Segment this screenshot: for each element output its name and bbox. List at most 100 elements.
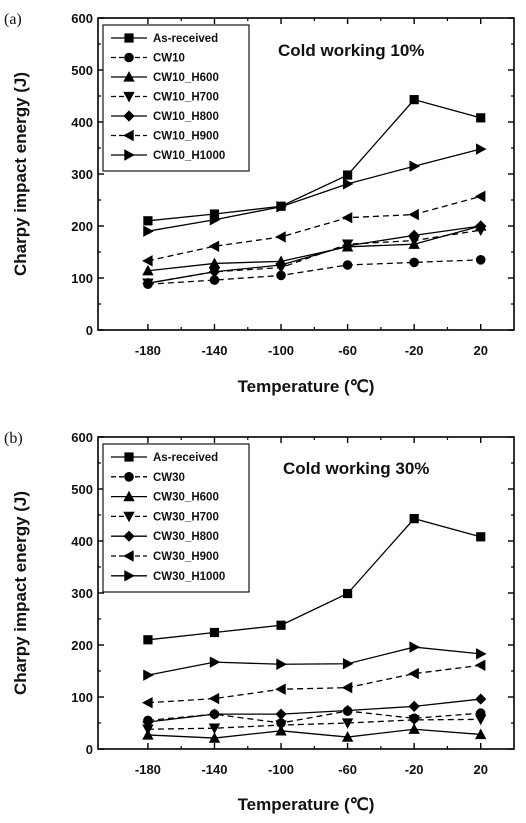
- panel-b-data-point: [341, 731, 354, 742]
- panel-a-y-tick-label: 400: [71, 115, 93, 130]
- panel-b-y-tick-label: 100: [71, 690, 93, 705]
- panel-b-data-point: [276, 620, 286, 630]
- panel-b-data-point: [275, 683, 286, 695]
- panel-b-data-point: [208, 723, 221, 735]
- panel-a-y-axis-title: Charpy impact energy (J): [11, 72, 30, 276]
- panel-a-series-line: [147, 98, 481, 222]
- panel-a-series-cw10: [143, 254, 486, 290]
- panel-b-data-point: [275, 708, 287, 720]
- panel-a-legend-marker: [123, 71, 135, 82]
- panel-a-legend-label: CW10_H900: [153, 131, 219, 143]
- panel-b-legend: As-received CW30 CW30_H600 CW30_H700 CW30_H8…: [102, 443, 250, 593]
- panel-b-legend-marker: [123, 490, 135, 502]
- panel-a-data-point: [275, 231, 286, 243]
- panel-b: 0 100 200 300 400 500 600 -180 -140 -100 -60 -20 20 T…: [4, 430, 515, 814]
- panel-b-series-line: [147, 664, 481, 704]
- panel-b-legend-marker: [124, 452, 134, 462]
- panel-a-legend-marker: [124, 52, 134, 63]
- panel-b-series-line: [147, 718, 481, 730]
- panel-b-series-cw30-h700: [142, 714, 487, 736]
- panel-a-y-tick-label: 600: [71, 11, 93, 26]
- panel-b-label: (b): [4, 430, 23, 447]
- panel-b-data-point: [475, 693, 487, 705]
- panel-a-series-cw10-h1000: [143, 143, 487, 237]
- panel-b-data-point: [275, 720, 287, 731]
- panel-a-legend-marker: [124, 33, 134, 43]
- panel-a-legend-label: CW10: [153, 53, 185, 65]
- panel-b-data-point: [341, 704, 354, 717]
- panel-a-data-point: [342, 260, 353, 270]
- panel-a-legend-label: CW10_H600: [153, 72, 219, 84]
- panel-b-y-tick-label: 0: [86, 742, 93, 757]
- panel-a-data-point: [409, 257, 419, 268]
- panel-a-legend-marker: [123, 129, 134, 142]
- panel-a-data-point: [142, 255, 153, 267]
- panel-a-series-line: [147, 195, 481, 262]
- panel-a-data-point: [341, 211, 353, 224]
- panel-a-y-tick-label: 500: [71, 63, 93, 78]
- panel-b-legend-marker: [123, 511, 135, 523]
- panel-b-series-line: [147, 728, 481, 739]
- panel-a: 0 100 200 300 400 500 600 -180 -140 -100 -60 -20 20 T…: [4, 11, 515, 396]
- panel-a-series-cw10-h700: [142, 225, 487, 290]
- panel-b-legend-label: As-received: [153, 452, 218, 464]
- panel-a-data-point: [476, 143, 487, 155]
- panel-b-data-point: [342, 588, 353, 599]
- panel-b-data-point: [142, 697, 153, 709]
- panel-a-data-point: [341, 240, 354, 252]
- panel-b-legend-label: CW30_H1000: [153, 571, 225, 583]
- panel-b-data-point: [476, 532, 486, 542]
- panel-b-data-point: [476, 648, 487, 660]
- panel-b-series-cw30-h1000: [143, 641, 487, 681]
- panel-a-x-tick-label: -100: [268, 343, 294, 358]
- panel-b-y-tick-label: 600: [71, 430, 93, 445]
- panel-b-x-axis-title: Temperature (℃): [238, 795, 375, 814]
- panel-b-data-point: [408, 723, 420, 734]
- panel-a-x-tick-label: -60: [338, 343, 357, 358]
- panel-a-data-point: [342, 178, 354, 190]
- panel-b-y-tick-label: 500: [71, 482, 93, 497]
- panel-b-data-point: [276, 658, 287, 670]
- panel-b-data-point: [143, 635, 153, 645]
- panel-a-legend-marker: [124, 149, 135, 161]
- panel-b-series-cw30-h900: [142, 659, 486, 709]
- panel-a-series-line: [147, 148, 481, 232]
- panel-a-series-cw10-h600: [142, 220, 487, 276]
- panel-a-legend-label: CW10_H800: [153, 111, 219, 123]
- panel-a-legend-label: As-received: [153, 33, 218, 45]
- panel-a-x-tick-label: -20: [405, 343, 424, 358]
- panel-b-data-point: [342, 658, 354, 670]
- panel-b-y-tick-label: 300: [71, 586, 93, 601]
- panel-a-data-point: [476, 113, 486, 123]
- panel-a-x-tick-label: 20: [473, 343, 487, 358]
- panel-b-y-axis-title: Charpy impact energy (J): [11, 491, 30, 695]
- panel-a-data-point: [474, 190, 486, 203]
- panel-b-data-point: [409, 641, 421, 653]
- panel-b-legend-marker: [123, 530, 135, 542]
- panel-b-legend-label: CW30_H600: [153, 492, 219, 504]
- panel-a-label: (a): [4, 11, 22, 28]
- panel-a-series-line: [147, 225, 481, 284]
- panel-a-series-cw10-h900: [142, 190, 486, 267]
- panel-b-data-point: [408, 715, 420, 726]
- panel-b-data-point: [208, 708, 221, 720]
- panel-b-data-point: [341, 681, 353, 694]
- panel-b-series-cw30-h800: [142, 693, 487, 728]
- panel-b-x-tick-label: 20: [473, 762, 487, 777]
- panel-b-legend-label: CW30_H700: [153, 511, 219, 523]
- panel-a-data-point: [209, 214, 221, 226]
- panel-b-data-point: [408, 700, 420, 712]
- panel-b-legend-marker: [124, 570, 135, 582]
- panel-b-series-as-received: [143, 514, 486, 645]
- panel-a-legend: As-received CW10 CW10_H600 CW10_H700 CW10_H8…: [102, 24, 250, 172]
- panel-a-legend-marker: [123, 91, 135, 103]
- panel-a-data-point: [475, 254, 486, 265]
- panel-b-data-point: [408, 667, 419, 680]
- panel-b-data-point: [475, 728, 487, 740]
- panel-a-data-point: [475, 220, 487, 232]
- panel-a-data-point: [342, 170, 353, 180]
- panel-b-data-point: [208, 732, 221, 743]
- panel-b-legend-marker: [124, 471, 134, 482]
- panel-a-data-point: [142, 277, 154, 289]
